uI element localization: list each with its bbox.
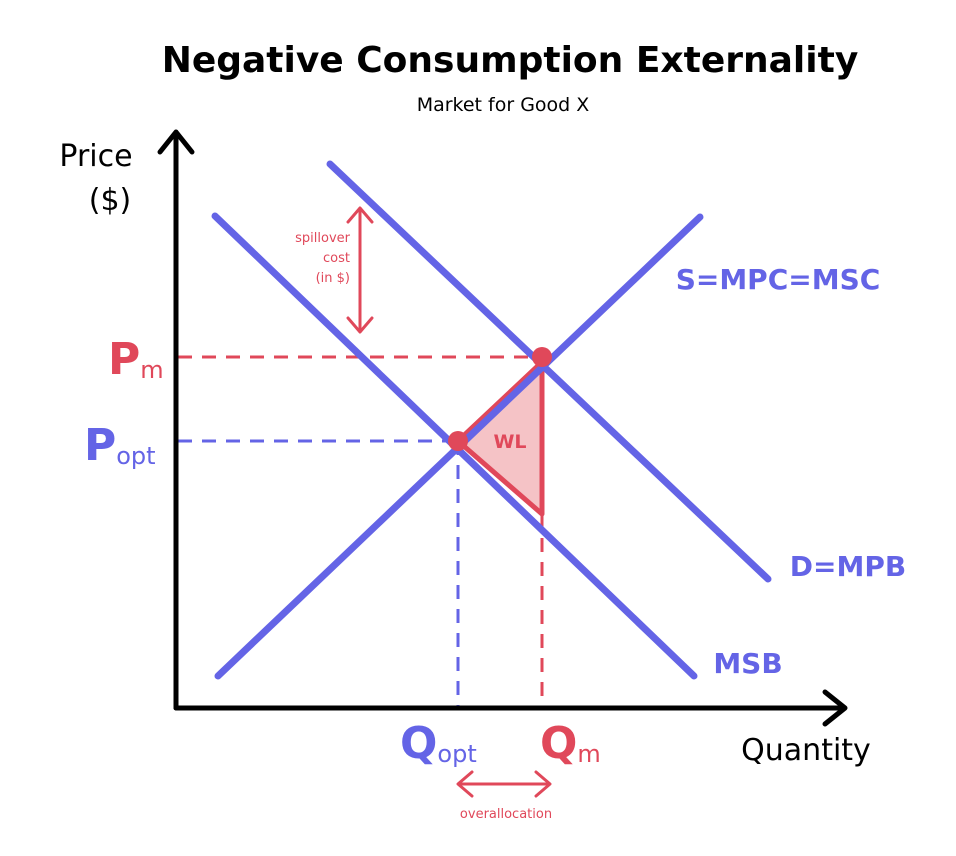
optimal-equilibrium-point [448,431,468,451]
qopt-label: Qopt [400,718,477,769]
x-axis-arrowhead [822,689,848,727]
overallocation-arrowhead-right [534,770,552,798]
spillover-arrowhead-top [346,206,374,224]
spillover-arrowhead-bottom [346,316,374,334]
demand-label: D=MPB [790,550,906,583]
market-equilibrium-point [532,347,552,367]
qm-label: Qm [540,718,601,769]
diagram-title: Negative Consumption Externality [162,40,859,81]
y-axis-arrowhead [157,129,195,155]
spillover-text-line1: spillover [295,231,351,246]
welfare-loss-triangle [455,359,545,517]
welfare-loss-label: WL [493,431,526,453]
overallocation-arrowhead-left [456,770,474,798]
msb-label: MSB [713,647,782,680]
y-axis-label-line1: Price [59,139,132,174]
x-axis-label: Quantity [741,733,871,768]
spillover-text-line3: (in $) [316,271,350,286]
diagram-subtitle: Market for Good X [417,94,590,116]
supply-label: S=MPC=MSC [676,263,881,296]
popt-label: Popt [84,420,156,471]
spillover-text-line2: cost [323,251,350,266]
overallocation-label: overallocation [460,807,552,822]
demand-curve [326,160,772,583]
pm-label: Pm [108,334,164,385]
y-axis-label-line2: ($) [89,183,132,218]
